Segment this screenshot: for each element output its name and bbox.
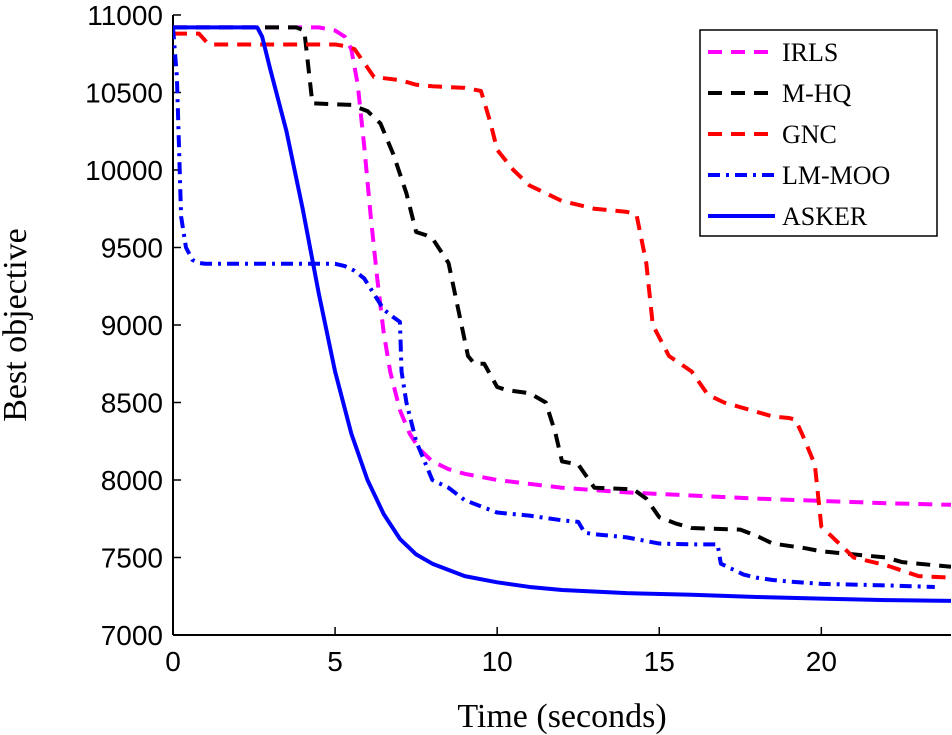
y-tick-label: 9000 xyxy=(101,310,163,341)
x-tick-label: 15 xyxy=(644,646,675,677)
series-group xyxy=(173,25,951,603)
y-tick-label: 7500 xyxy=(101,543,163,574)
x-tick-label: 10 xyxy=(482,646,513,677)
y-ticks: 7000 7500 8000 8500 9000 9500 10000 10500 11000 xyxy=(85,0,181,651)
y-tick-label: 11000 xyxy=(87,0,163,31)
series-line-lm-moo xyxy=(173,27,935,589)
x-tick-label: 5 xyxy=(327,646,343,677)
legend: IRLS M-HQ GNC LM-MOO ASKER xyxy=(699,29,938,237)
y-tick-label: 10500 xyxy=(85,78,163,109)
series-line-m-hq xyxy=(173,25,951,569)
y-tick-label: 8000 xyxy=(101,465,163,496)
legend-label-lm-moo: LM-MOO xyxy=(782,161,890,190)
y-tick-label: 10000 xyxy=(85,155,163,186)
legend-label-m-hq: M-HQ xyxy=(782,79,852,108)
x-axis-title: Time (seconds) xyxy=(457,698,666,735)
legend-label-asker: ASKER xyxy=(782,202,868,231)
y-tick-label: 7000 xyxy=(101,620,163,651)
x-ticks: 0 5 10 15 20 xyxy=(165,627,837,677)
legend-label-gnc: GNC xyxy=(782,120,837,149)
legend-label-irls: IRLS xyxy=(782,38,838,67)
y-tick-label: 8500 xyxy=(101,388,163,419)
x-tick-label: 20 xyxy=(806,646,837,677)
x-tick-label: 0 xyxy=(165,646,181,677)
legend-entries: IRLS M-HQ GNC LM-MOO ASKER xyxy=(708,38,890,231)
y-axis-title: Best objective xyxy=(0,228,34,422)
series-line-gnc xyxy=(173,31,951,580)
series-line-asker xyxy=(173,25,951,603)
series-line-irls xyxy=(173,25,951,507)
y-tick-label: 9500 xyxy=(101,233,163,264)
